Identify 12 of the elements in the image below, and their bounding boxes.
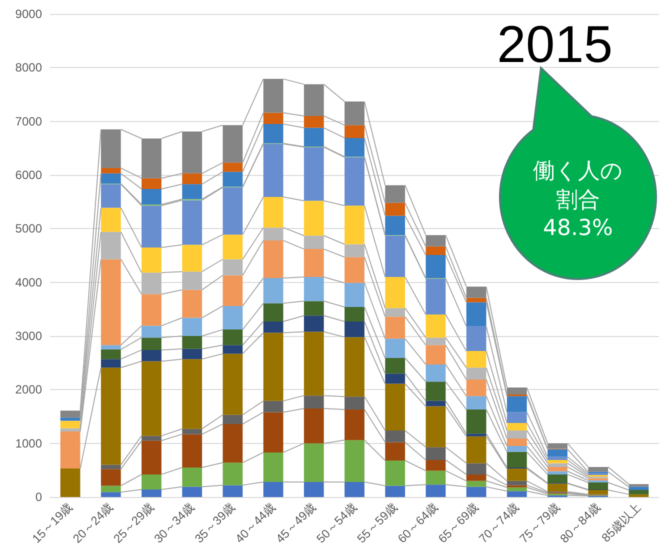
y-tick-label: 9000 [15,7,42,21]
y-tick-label: 6000 [15,168,42,182]
y-tick-label: 2000 [15,382,42,397]
y-tick-label: 7000 [15,114,42,128]
y-tick-label: 5000 [15,222,42,236]
y-tick-label: 0 [35,490,42,504]
y-tick-label: 3000 [15,329,42,343]
chart-title: 2015 [497,16,613,74]
y-tick-label: 4000 [15,275,42,290]
y-tick-label: 8000 [15,60,42,75]
y-tick-label: 1000 [15,436,42,450]
annotation: 働く人の割合48.3% [532,158,624,244]
